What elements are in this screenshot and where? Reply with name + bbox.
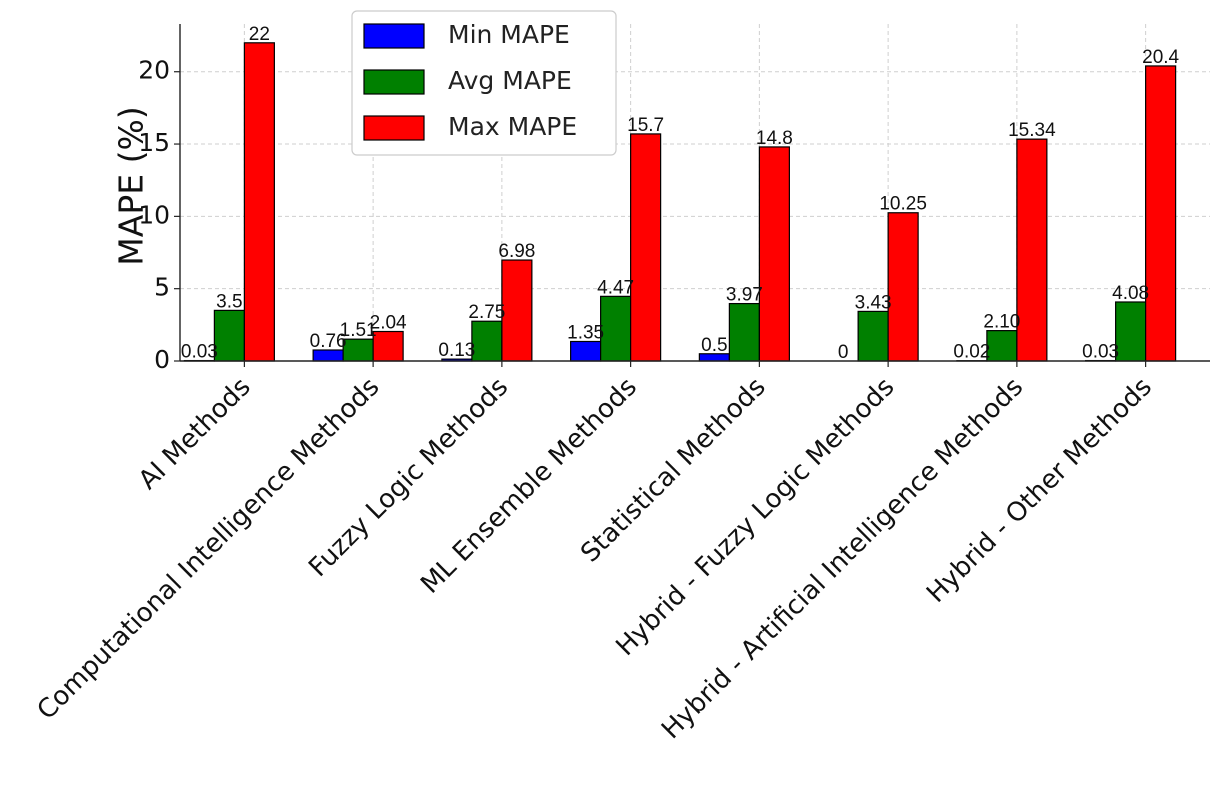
bar-value-label: 3.43 [855,292,892,313]
legend-label: Min MAPE [448,20,570,49]
bar-value-label: 20.4 [1142,47,1179,68]
bar-avg-mape [986,330,1018,362]
y-tick-label: 15 [138,128,170,157]
bar-value-label: 1.35 [567,322,604,343]
bar-value-label: 10.25 [879,194,927,215]
legend: Min MAPE Avg MAPE Max MAPE [351,10,617,156]
bar-max-mape [1145,65,1177,362]
y-tick-label: 5 [154,273,170,302]
y-tick-label: 0 [154,345,170,374]
bar-value-label: 0.13 [438,340,475,361]
bar-value-label: 0 [838,342,849,363]
bar-value-label: 15.7 [627,115,664,136]
x-category-label: Hybrid - Other Methods [921,372,1158,609]
bar-value-label: 3.5 [216,291,242,312]
bar-max-mape [887,212,919,362]
legend-swatch [363,23,425,49]
bar-value-label: 0.03 [1082,342,1119,363]
y-axis-title: MAPE (%) [112,106,151,265]
bar-value-label: 22 [249,24,270,45]
bar-value-label: 14.8 [756,128,793,149]
bar-avg-mape [471,320,503,362]
legend-swatch [363,69,425,95]
bar-max-mape [372,330,404,362]
bar-value-label: 6.98 [498,241,535,262]
bar-value-label: 4.08 [1112,283,1149,304]
bar-max-mape [1016,138,1048,362]
bar-value-label: 2.04 [370,312,407,333]
y-tick-label: 20 [138,56,170,85]
bar-value-label: 3.97 [726,285,763,306]
bar-value-label: 15.34 [1008,120,1056,141]
data-labels: 0.03 0.76 0.13 1.35 0.5 0 0.02 0.03 3.5 1.51 2.75 4… [181,24,1180,363]
bar-avg-mape [1115,301,1147,362]
y-tick-label: 10 [138,200,170,229]
bar-value-label: 1.51 [340,320,377,341]
axes [174,24,1210,367]
x-category-label: ML Ensemble Methods [415,372,643,600]
bar-value-label: 4.47 [597,277,634,298]
bar-value-label: 2.10 [983,312,1020,333]
bar-value-label: 2.75 [468,302,505,323]
bar-value-label: 0.02 [953,342,990,363]
bar-avg-mape [728,302,760,362]
bar-max-mape [501,259,533,362]
bar-max-mape [630,133,662,362]
bar-value-label: 0.5 [701,335,727,356]
grid-lines [180,24,1210,361]
bar-value-label: 0.76 [310,331,347,352]
x-category-label: AI Methods [133,372,257,496]
bars [183,42,1177,362]
bar-avg-mape [857,310,889,362]
legend-swatch [363,115,425,141]
bar-max-mape [758,146,790,362]
bar-value-label: 0.03 [181,342,218,363]
bar-avg-mape [600,295,632,362]
legend-label: Avg MAPE [448,66,572,95]
bar-avg-mape [342,338,374,362]
bar-max-mape [243,42,275,362]
bar-avg-mape [213,309,245,362]
legend-label: Max MAPE [448,112,577,141]
bar-min-mape [570,340,602,362]
x-category-label: Hybrid - Fuzzy Logic Methods [610,372,900,662]
